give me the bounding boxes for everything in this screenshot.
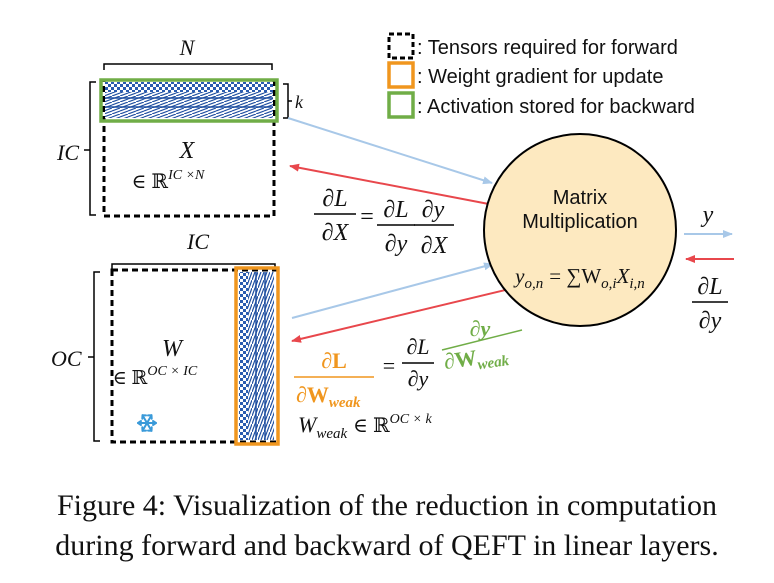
- grad-x-r1-den: ∂y: [385, 231, 408, 257]
- w-gradient-outline: [234, 266, 280, 446]
- legend-forward-swatch: [387, 32, 415, 60]
- grad-w-equation: ∂L ∂Wweak = ∂L ∂y ∂y ∂Wweak: [294, 316, 523, 411]
- w-block: IC OC W ∈ ℝOC × IC Wweak ∈ ℝOC × k: [51, 229, 432, 446]
- grad-w-lhs-den: ∂Wweak: [296, 382, 361, 411]
- grad-w-r1-den: ∂y: [408, 366, 429, 391]
- w-weak-hatch: [248, 272, 274, 440]
- output-labels: y ∂L ∂y: [692, 202, 728, 334]
- grad-w-r2-den: ∂Wweak: [442, 340, 510, 378]
- matmul-node: Matrix Multiplication yo,n = ∑Wo,iXi,n: [483, 133, 677, 327]
- w-weak-checker: [239, 272, 248, 440]
- w-width-label: IC: [186, 229, 209, 254]
- legend-forward-label: : Tensors required for forward: [417, 37, 678, 59]
- x-width-label: N: [179, 35, 196, 60]
- w-name: W: [162, 336, 184, 362]
- x-height-label: IC: [56, 140, 79, 165]
- legend: : Tensors required for forward : Weight …: [387, 32, 695, 119]
- x-slice-label: k: [295, 92, 304, 112]
- forward-arrow-x: [287, 117, 493, 185]
- grad-x-lhs-num: ∂L: [322, 186, 347, 212]
- w-space: ∈ ℝOC × IC: [113, 364, 198, 389]
- matmul-title-line1: Matrix: [553, 187, 607, 209]
- grad-x-r2-num: ∂y: [422, 197, 445, 223]
- x-activation-outline: [99, 78, 279, 123]
- grad-x-lhs-den: ∂X: [322, 220, 350, 246]
- forward-arrow-w: [291, 262, 494, 319]
- figure-caption: Figure 4: Visualization of the reduction…: [0, 486, 774, 566]
- legend-activation-label: : Activation stored for backward: [417, 96, 695, 118]
- x-width-brace: [103, 63, 273, 70]
- grad-w-eq: =: [383, 353, 395, 378]
- grad-w-r2-num: ∂y: [470, 316, 491, 341]
- w-weak-space: Wweak ∈ ℝOC × k: [298, 412, 432, 442]
- backward-arrow-x: [289, 163, 495, 206]
- backward-arrow-w: [291, 286, 519, 343]
- matmul-equation: yo,n = ∑Wo,iXi,n: [513, 264, 645, 292]
- x-block: N IC k X ∈ ℝIC ×N: [56, 35, 304, 218]
- legend-activation-swatch: [387, 91, 415, 119]
- output-y-label: y: [701, 202, 714, 228]
- matmul-circle: [483, 133, 677, 327]
- w-height-brace: [88, 271, 100, 442]
- grad-x-r1-num: ∂L: [383, 197, 408, 223]
- x-slice-checker: [105, 82, 273, 92]
- grad-w-r1-num: ∂L: [406, 334, 429, 359]
- w-height-label: OC: [51, 346, 82, 371]
- x-name: X: [179, 138, 196, 164]
- legend-gradient-swatch: [387, 61, 415, 89]
- caption-line-1: Figure 4: Visualization of the reduction…: [56, 489, 717, 522]
- output-grad-num: ∂L: [697, 274, 722, 300]
- legend-gradient-label: : Weight gradient for update: [417, 66, 663, 88]
- grad-x-eq: =: [360, 204, 374, 230]
- arrows: [287, 117, 734, 343]
- grad-x-equation: ∂L ∂X = ∂L ∂y ∂y ∂X: [314, 186, 454, 259]
- x-height-brace: [84, 81, 96, 216]
- output-grad-den: ∂y: [699, 308, 722, 334]
- grad-x-r2-den: ∂X: [421, 233, 449, 259]
- caption-line-2: during forward and backward of QEFT in l…: [55, 529, 719, 562]
- grad-w-r2-bar: [441, 329, 523, 351]
- snowflake-icon: [137, 414, 157, 432]
- x-space: ∈ ℝIC ×N: [132, 168, 205, 193]
- grad-w-lhs-num: ∂L: [321, 348, 347, 373]
- matmul-title-line2: Multiplication: [522, 211, 638, 233]
- x-slice-brace: [283, 83, 292, 119]
- x-slice-hatch: [105, 92, 273, 118]
